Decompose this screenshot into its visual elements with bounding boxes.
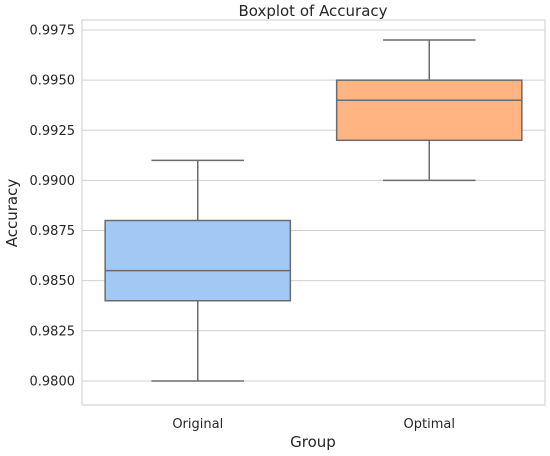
box-optimal — [335, 39, 523, 182]
iqr-box — [335, 79, 523, 142]
box-original — [104, 159, 292, 382]
y-tick-label: 0.9900 — [30, 174, 76, 189]
y-tick-label: 0.9925 — [30, 124, 76, 139]
plot-area — [81, 19, 546, 406]
boxes — [104, 39, 523, 382]
x-axis-label: Group — [290, 433, 336, 451]
x-tick-labels: Original Optimal — [172, 417, 455, 432]
y-tick-labels: 0.9800 0.9825 0.9850 0.9875 0.9900 0.9925 0.99… — [30, 24, 76, 390]
x-tick-label: Original — [172, 417, 223, 432]
y-tick-label: 0.9800 — [30, 374, 76, 389]
x-tick-label: Optimal — [404, 417, 455, 432]
y-tick-label: 0.9850 — [30, 274, 76, 289]
y-tick-label: 0.9875 — [30, 224, 76, 239]
y-tick-label: 0.9950 — [30, 74, 76, 89]
chart-title: Boxplot of Accuracy — [238, 2, 387, 20]
y-tick-label: 0.9975 — [30, 24, 76, 39]
y-tick-label: 0.9825 — [30, 324, 76, 339]
iqr-box — [104, 219, 292, 302]
y-axis-label: Accuracy — [3, 179, 21, 248]
